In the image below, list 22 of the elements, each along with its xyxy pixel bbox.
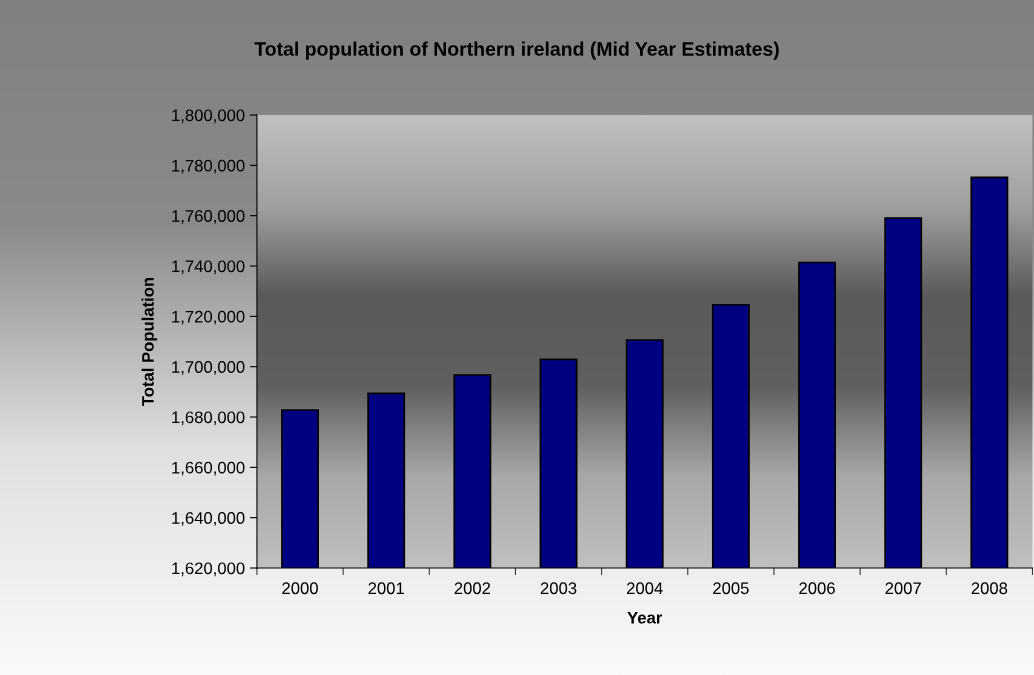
x-axis-title: Year — [627, 611, 663, 624]
chart-title: Total population of Northern ireland (Mid Year Estimates) — [254, 41, 779, 60]
y-tick-label: 1,760,000 — [172, 210, 245, 224]
y-tick-label: 1,660,000 — [172, 461, 245, 476]
y-tick-label: 1,700,000 — [172, 361, 245, 375]
x-tick-label: 2002 — [454, 582, 491, 595]
y-tick-label: 1,720,000 — [172, 310, 245, 325]
x-tick-label: 2005 — [713, 582, 749, 595]
y-tick-label: 1,640,000 — [172, 512, 245, 526]
x-tick-label: 2007 — [885, 582, 921, 595]
x-tick-label: 2004 — [627, 582, 663, 595]
x-tick-label: 2006 — [799, 582, 835, 595]
y-tick-label: 1,620,000 — [172, 562, 245, 577]
y-tick-label: 1,800,000 — [172, 109, 245, 124]
y-tick-label: 1,680,000 — [172, 411, 245, 426]
y-axis-title: Total Population — [141, 277, 158, 406]
x-tick-label: 2001 — [368, 582, 404, 595]
y-tick-label: 1,740,000 — [172, 260, 245, 275]
x-tick-label: 2000 — [282, 582, 318, 595]
y-tick-label: 1,780,000 — [172, 159, 245, 174]
x-tick-label: 2003 — [540, 582, 577, 595]
x-tick-label: 2008 — [971, 582, 1008, 595]
